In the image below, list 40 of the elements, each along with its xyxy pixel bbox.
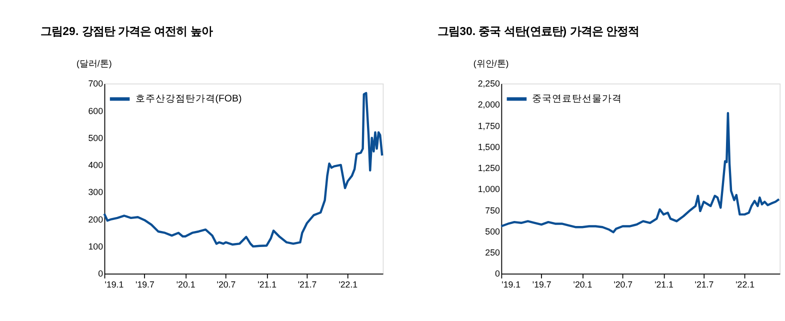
y-tick-label: 700 [88, 78, 104, 89]
x-tick-label: '22.1 [338, 279, 358, 290]
y-tick-label: 0 [98, 268, 104, 279]
y-tick-label: 1,000 [478, 184, 500, 194]
y-tick-label: 500 [88, 132, 104, 143]
x-tick-label: '21.1 [258, 279, 277, 290]
y-axis-title: (달러/톤) [76, 58, 112, 68]
y-tick-label: 400 [88, 160, 104, 170]
y-axis-title: (위안/톤) [473, 58, 509, 68]
x-tick-label: '21.7 [298, 279, 317, 290]
x-tick-label: '21.7 [694, 279, 714, 290]
y-tick-label: 250 [485, 248, 500, 258]
y-tick-label: 2,000 [478, 100, 500, 110]
chart-title: 그림29. 강점탄 가격은 여전히 높아 [40, 26, 212, 38]
x-tick-label: '20.1 [573, 279, 592, 290]
x-tick-label: '21.1 [654, 279, 674, 290]
y-tick-label: 0 [494, 268, 500, 279]
y-tick-label: 1,500 [478, 142, 500, 152]
x-tick-label: '22.1 [736, 279, 755, 290]
y-tick-label: 200 [88, 214, 104, 224]
y-tick-label: 750 [485, 205, 500, 216]
legend-label: 중국연료탄선물가격 [532, 94, 622, 105]
x-tick-label: '20.7 [216, 279, 236, 290]
y-tick-label: 1,750 [478, 120, 500, 131]
x-tick-label: '19.1 [104, 279, 124, 290]
y-tick-label: 300 [88, 187, 104, 198]
y-tick-label: 1,250 [478, 163, 500, 174]
chart-title: 그림30. 중국 석탄(연료탄) 가격은 안정적 [438, 26, 639, 38]
x-tick-label: '19.7 [532, 279, 552, 290]
y-tick-label: 2,250 [478, 78, 500, 89]
line-series [500, 112, 780, 234]
x-tick-label: '20.7 [614, 279, 633, 290]
y-tick-label: 600 [88, 106, 104, 116]
legend-label: 호주산강점탄가격(FOB) [135, 94, 242, 105]
y-tick-label: 100 [88, 242, 104, 252]
x-tick-label: '20.1 [176, 279, 196, 290]
line-series [103, 92, 384, 248]
x-tick-label: '19.7 [136, 279, 154, 290]
x-tick-label: '19.1 [502, 279, 521, 290]
y-tick-label: 500 [485, 226, 500, 236]
